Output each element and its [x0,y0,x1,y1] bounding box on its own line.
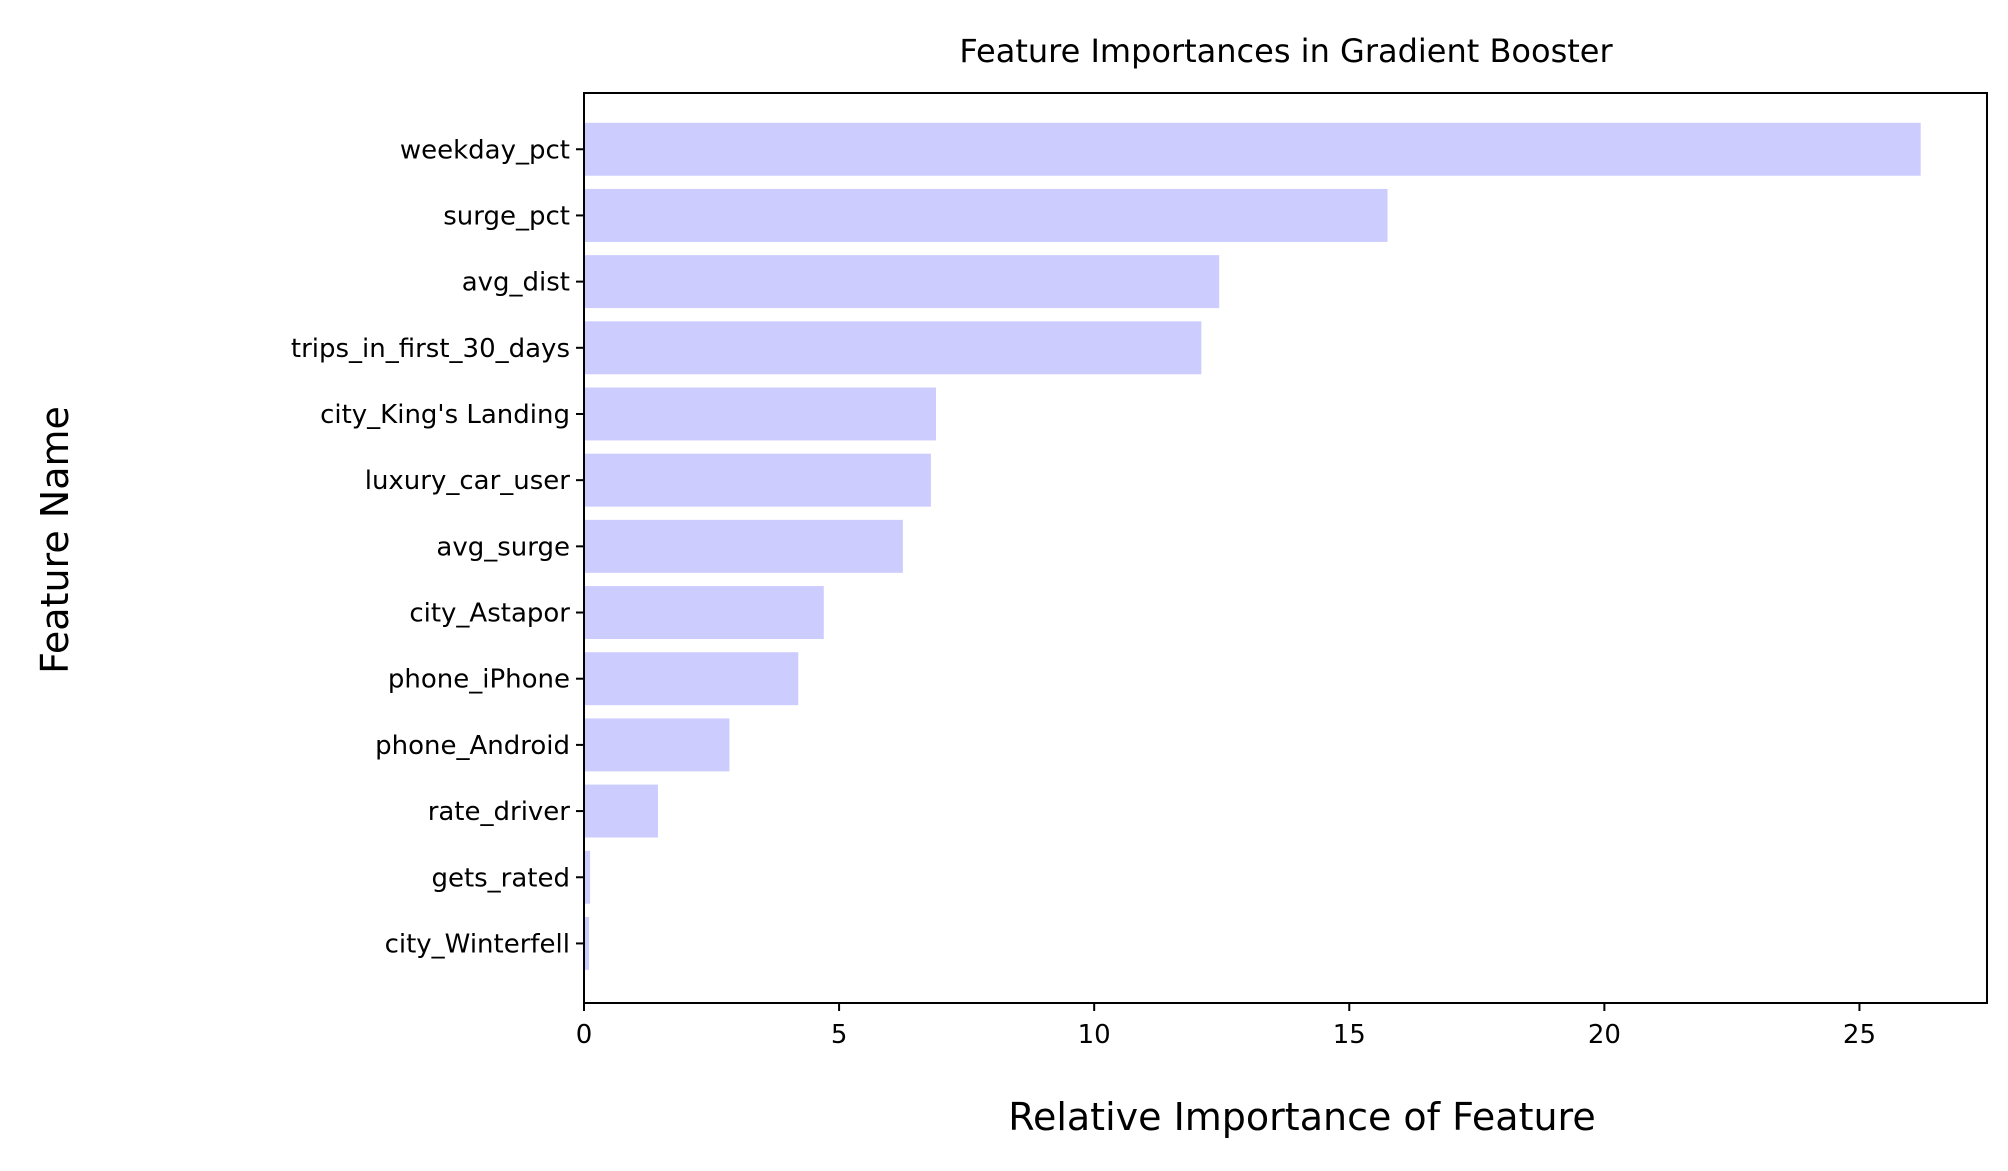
bar-avg-surge [584,519,903,573]
bar-rate-driver [584,784,658,838]
y-tick-label-avg-dist: avg_dist [462,268,570,298]
bar-luxury-car-user [584,453,931,507]
y-tick-label-avg-surge: avg_surge [436,532,570,562]
x-tick-label: 5 [831,1020,848,1050]
bar-weekday-pct [584,122,1921,176]
x-tick-label: 10 [1078,1020,1111,1050]
bar-phone-android [584,718,730,772]
y-tick-label-gets-rated: gets_rated [431,863,570,893]
bar-city-astapor [584,586,824,639]
x-tick-label: 25 [1843,1020,1876,1050]
bars-group [584,122,1921,970]
x-ticks: 0 5 10 15 20 25 [576,1003,1876,1050]
y-tick-label-city-astapor: city_Astapor [409,599,570,629]
y-tick-label-phone-android: phone_Android [375,731,570,761]
y-tick-label-phone-iphone: phone_iPhone [388,665,570,695]
y-tick-labels: weekday_pct surge_pct avg_dist trips_in_fir… [291,135,584,959]
y-axis-title: Feature Name [33,406,77,674]
y-tick-label-city-king-s-landing: city_King's Landing [320,400,570,430]
bar-trips-in-first-30-days [584,321,1202,375]
bar-gets-rated [584,850,591,904]
x-tick-label: 0 [576,1020,593,1050]
y-tick-label-weekday-pct: weekday_pct [400,135,570,165]
chart-title: Feature Importances in Gradient Booster [959,32,1613,70]
bar-phone-iphone [584,652,799,706]
x-tick-label: 20 [1588,1020,1621,1050]
x-axis-title: Relative Importance of Feature [1008,1095,1595,1139]
bar-avg-dist [584,255,1220,309]
y-tick-label-rate-driver: rate_driver [428,797,571,827]
bar-city-king-s-landing [584,387,937,441]
bar-city-winterfell [584,916,590,970]
y-tick-label-city-winterfell: city_Winterfell [385,929,570,959]
y-tick-label-surge-pct: surge_pct [443,201,570,231]
plot-frame [583,92,1988,1004]
y-tick-label-luxury-car-user: luxury_car_user [365,466,571,496]
y-tick-label-trips-in-first-30-days: trips_in_first_30_days [291,334,570,364]
x-tick-label: 15 [1333,1020,1366,1050]
bar-surge-pct [584,188,1388,242]
